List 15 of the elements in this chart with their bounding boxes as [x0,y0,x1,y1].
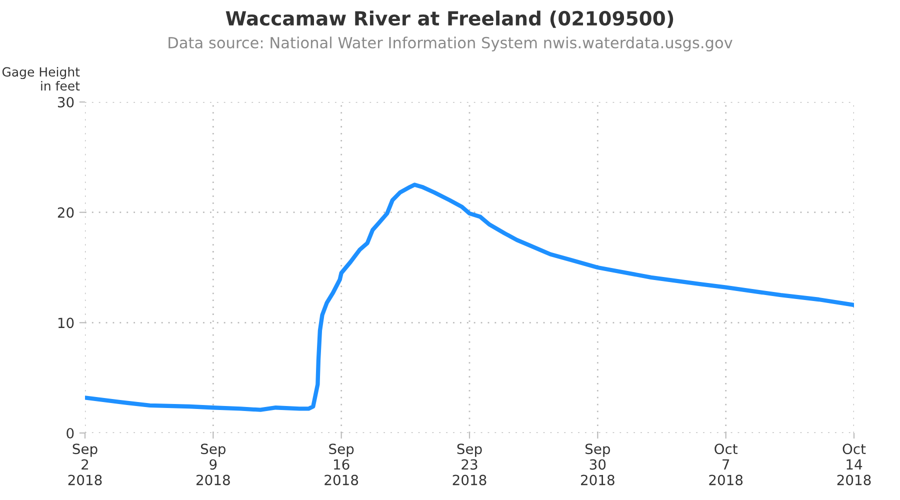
y-tick-label: 10 [58,318,74,328]
y-tick-label: 0 [66,428,74,438]
x-tick-label: Sep 2 2018 [68,444,102,486]
x-tick-label: Sep 16 2018 [324,444,358,486]
y-tick-label: 30 [58,96,74,108]
x-tick-label: Sep 30 2018 [581,444,614,486]
chart-title: Waccamaw River at Freeland (02109500) [226,10,674,28]
x-tick-label: Oct 14 2018 [837,444,871,486]
x-tick-label: Oct 7 2018 [709,444,743,486]
chart-subtitle: Data source: National Water Information System nwis.waterdata.usgs.gov [168,36,732,52]
y-axis-title: Gage Height in feet [2,66,80,91]
x-tick-label: Sep 9 2018 [196,444,230,486]
x-tick-label: Sep 23 2018 [452,444,486,486]
line-series [85,182,854,412]
y-tick-label: 20 [58,207,74,218]
